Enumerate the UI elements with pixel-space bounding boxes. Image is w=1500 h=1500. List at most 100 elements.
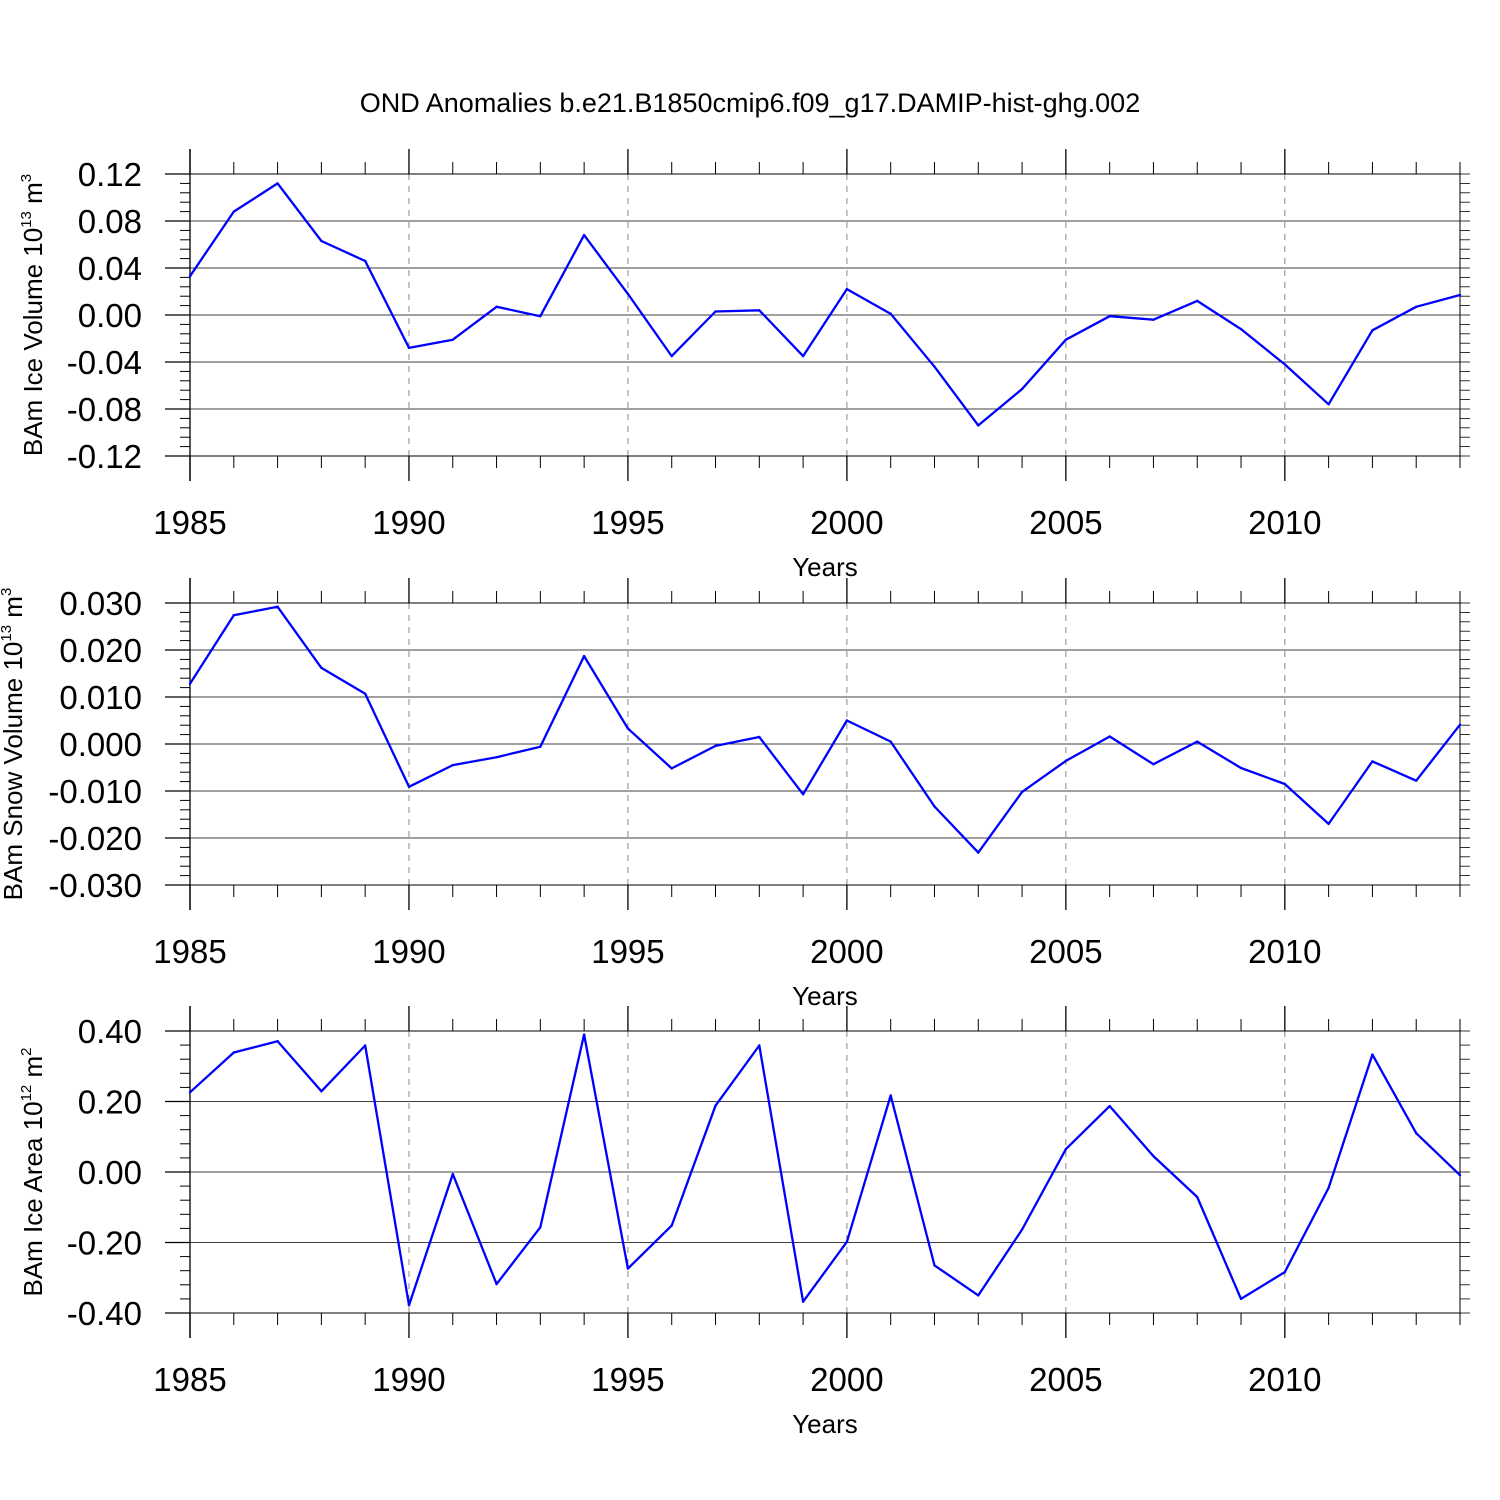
data-point: [1064, 759, 1068, 763]
data-point: [363, 1044, 367, 1047]
data-point: [626, 1267, 630, 1270]
data-point: [1152, 1154, 1155, 1158]
x-tick-label: 1985: [153, 1361, 226, 1398]
data-point: [539, 1226, 542, 1229]
data-point: [714, 310, 717, 313]
data-point: [451, 763, 454, 767]
data-point: [188, 1091, 192, 1094]
x-tick-label: 1985: [153, 504, 226, 541]
x-axis-label: Years: [792, 552, 858, 582]
data-point: [1371, 329, 1374, 332]
data-point: [1196, 1195, 1199, 1199]
data-point: [232, 210, 235, 213]
data-point: [758, 309, 761, 312]
data-point: [1152, 763, 1155, 766]
data-point: [451, 338, 454, 341]
data-point: [1458, 1173, 1462, 1177]
data-point: [1196, 299, 1199, 303]
data-point: [582, 1033, 586, 1036]
data-point: [758, 1044, 761, 1047]
data-point: [1064, 1147, 1068, 1151]
data-point: [933, 1264, 936, 1267]
data-point: [1458, 293, 1462, 297]
data-point: [714, 1104, 717, 1107]
x-tick-label: 2010: [1248, 1361, 1321, 1398]
data-point: [1283, 782, 1287, 786]
data-point: [670, 1224, 673, 1227]
data-point: [801, 793, 805, 796]
data-point: [714, 744, 717, 748]
y-tick-label: 0.020: [59, 632, 142, 669]
data-point: [845, 287, 849, 291]
y-tick-label: 0.12: [78, 156, 142, 193]
data-point: [363, 259, 367, 263]
data-point: [1327, 822, 1330, 826]
x-tick-label: 2010: [1248, 504, 1321, 541]
x-tick-label: 1995: [591, 504, 664, 541]
panels: 1985 1990 1995 2000 2005 2010 -0.12 -0.08 -0.04 0…: [0, 149, 1470, 1439]
data-point: [670, 767, 673, 770]
data-point: [889, 1094, 892, 1097]
data-point: [801, 354, 805, 358]
data-point: [626, 727, 630, 730]
x-tick-label: 2000: [810, 504, 883, 541]
data-point: [1415, 1132, 1418, 1135]
series-line: [189, 1033, 1461, 1307]
y-tick-label: 0.010: [59, 679, 142, 716]
panel-1: 1985 1990 1995 2000 2005 2010 -0.12 -0.08 -0.04 0…: [18, 149, 1470, 582]
x-tick-label: 1995: [591, 1361, 664, 1398]
data-point: [889, 740, 892, 743]
y-tick-label: -0.030: [48, 867, 142, 904]
x-tick-label: 1990: [372, 504, 445, 541]
y-tick-label: 0.08: [78, 203, 142, 240]
data-point: [188, 275, 192, 278]
data-point: [670, 354, 673, 358]
data-point: [1020, 387, 1024, 391]
x-tick-label: 1985: [153, 933, 226, 970]
data-point: [977, 851, 980, 854]
data-point: [276, 605, 279, 608]
y-tick-label: 0.00: [78, 297, 142, 334]
data-point: [276, 1040, 279, 1043]
data-point: [582, 233, 586, 237]
data-point: [1458, 723, 1462, 726]
panel-2: 1985 1990 1995 2000 2005 2010 -0.030 -0.020 -0.0…: [0, 578, 1470, 1011]
data-point: [320, 1090, 323, 1093]
data-point: [933, 805, 936, 808]
y-tick-label: 0.00: [78, 1154, 142, 1191]
data-point: [232, 1051, 235, 1054]
data-point: [582, 654, 586, 658]
data-point: [1327, 403, 1330, 406]
y-tick-label: 0.030: [59, 585, 142, 622]
data-point: [1064, 338, 1068, 341]
data-point: [1327, 1186, 1330, 1190]
y-tick-label: -0.12: [67, 438, 142, 475]
data-point: [495, 1282, 498, 1286]
data-point: [1239, 1297, 1243, 1301]
data-point: [626, 292, 630, 296]
data-point: [320, 239, 323, 243]
data-point: [1020, 1228, 1024, 1231]
data-point: [407, 1304, 411, 1307]
y-tick-label: -0.010: [48, 773, 142, 810]
data-point: [801, 1300, 805, 1303]
data-point: [1371, 760, 1374, 763]
data-point: [539, 314, 542, 318]
data-point: [495, 305, 498, 308]
x-tick-label: 1995: [591, 933, 664, 970]
x-tick-label: 2005: [1029, 933, 1102, 970]
panel-3: 1985 1990 1995 2000 2005 2010 -0.40 -0.20 0.00 0.…: [18, 1006, 1470, 1439]
x-tick-label: 2000: [810, 933, 883, 970]
data-point: [1239, 327, 1243, 331]
data-point: [977, 1294, 980, 1297]
x-tick-label: 1990: [372, 933, 445, 970]
y-axis-label: BAm Ice Area 1012 m2: [18, 1047, 48, 1296]
data-point: [1020, 790, 1024, 794]
data-point: [188, 682, 192, 686]
y-tick-label: -0.08: [67, 391, 142, 428]
data-point: [1415, 779, 1418, 782]
x-tick-label: 2005: [1029, 1361, 1102, 1398]
data-point: [845, 719, 849, 722]
